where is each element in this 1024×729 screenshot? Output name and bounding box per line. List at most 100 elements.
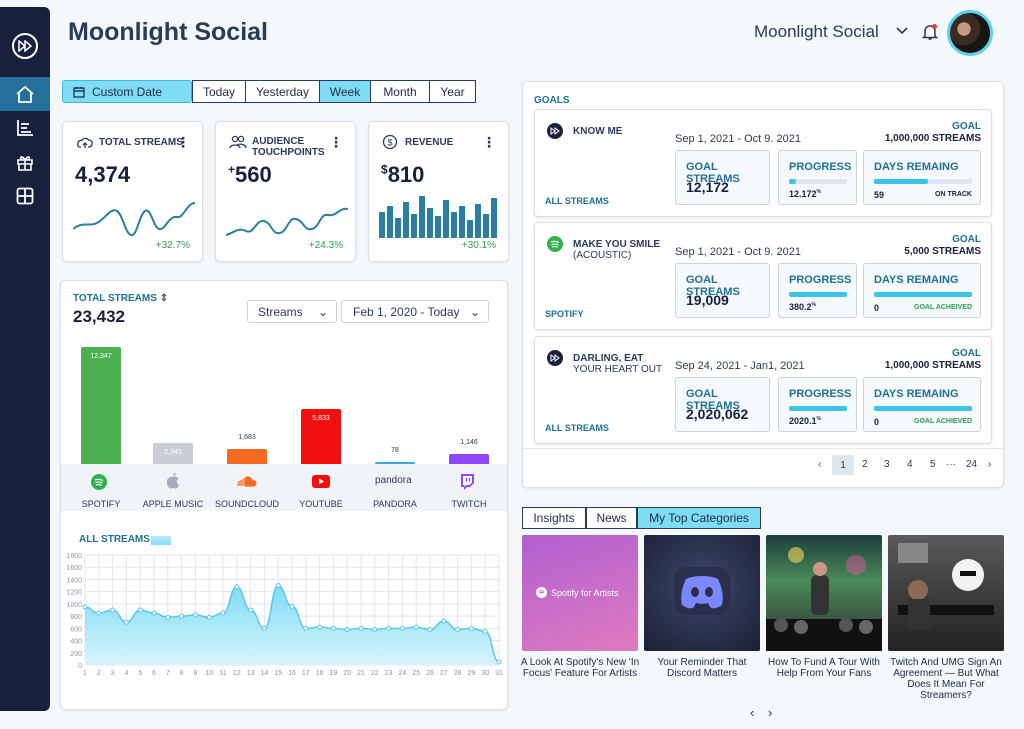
more-icon[interactable]: ⋮ (176, 134, 190, 150)
data-point (496, 659, 502, 665)
bar-value-label: 78 (391, 447, 399, 454)
page-button[interactable]: 3 (884, 459, 890, 470)
data-point (165, 614, 171, 620)
y-tick-label: 1200 (66, 590, 82, 597)
bar-pandora[interactable] (375, 462, 415, 465)
y-tick-label: 1600 (66, 565, 82, 572)
bar-twitch[interactable] (449, 454, 489, 465)
article-thumb-tour[interactable] (766, 535, 882, 651)
data-point (386, 625, 392, 631)
spotify-logo-icon: Spotify for Artists (536, 587, 619, 598)
y-tick-label: 800 (70, 614, 82, 621)
chevron-down-icon: ⌄ (469, 304, 480, 319)
bar-youtube[interactable] (301, 409, 341, 465)
x-tick-label: 11 (219, 670, 226, 677)
carousel-next-icon[interactable]: › (768, 705, 773, 720)
x-tick-label: 21 (357, 670, 365, 677)
tab-insights[interactable]: Insights (522, 507, 586, 529)
stat-card-total-streams: TOTAL STREAMS ⋮ 4,374 +32.7% (62, 121, 203, 262)
tab-news[interactable]: News (586, 507, 637, 529)
y-tick-label: 1400 (66, 577, 82, 584)
platform-name: YOUTUBE (299, 499, 343, 509)
custom-date-button[interactable]: Custom Date (62, 80, 192, 103)
goal-source: ALL STREAMS (545, 196, 609, 206)
sidebar-item-home[interactable] (0, 77, 50, 111)
x-tick-label: 27 (440, 670, 448, 677)
tab-month[interactable]: Month (370, 80, 430, 103)
notification-bell[interactable] (921, 23, 939, 46)
y-tick-label: 1800 (66, 553, 82, 560)
data-point (358, 625, 364, 631)
article-caption[interactable]: Your Reminder That Discord Matters (657, 657, 747, 679)
streams-panel: TOTAL STREAMS ⇕ 23,432 Streams ⌄ Feb 1, 2… (60, 280, 508, 710)
soundcloud-icon (236, 475, 257, 493)
twitch-icon (460, 474, 475, 495)
x-tick-label: 12 (233, 670, 241, 677)
days-remaining-box: DAYS REMAING 59 ON TRACK (863, 150, 981, 205)
progress-box: PROGRESS 380.2% (778, 263, 857, 318)
platform-bar-chart: 12,347 2,345 1,683 5,833 78 1,146 (61, 341, 509, 466)
x-tick-label: 28 (454, 670, 462, 677)
bar-soundcloud[interactable] (227, 448, 267, 465)
page-button[interactable]: 4 (907, 459, 913, 470)
tab-yesterday[interactable]: Yesterday (245, 80, 320, 103)
data-point (317, 624, 323, 630)
tab-year[interactable]: Year (429, 80, 476, 103)
more-icon[interactable]: ⋮ (482, 134, 496, 150)
x-tick-label: 20 (343, 670, 351, 677)
sidebar-item-grid[interactable] (0, 179, 50, 213)
goal-status: GOAL ACHEIVED (914, 304, 972, 311)
dollar-icon: $ (382, 134, 398, 150)
article-thumb-twitch[interactable] (888, 535, 1004, 651)
page-button[interactable]: ··· (946, 459, 956, 470)
area-chart-title: ALL STREAMS (79, 534, 150, 545)
article-caption[interactable]: How To Fund A Tour With Help From Your F… (768, 657, 880, 679)
article-thumb-discord[interactable] (644, 535, 760, 651)
area-fill (85, 585, 499, 665)
days-remaining-box: DAYS REMAING 0 GOAL ACHIEVED (863, 377, 981, 432)
article-caption[interactable]: Twitch And UMG Sign An Agreement — But W… (890, 657, 1002, 701)
goal-card[interactable]: DARLING, EAT YOUR HEART OUT Sep 24, 2021 … (534, 336, 992, 444)
metric-select[interactable]: Streams ⌄ (247, 300, 337, 323)
tab-my-top-categories[interactable]: My Top Categories (637, 507, 761, 529)
goal-card[interactable]: MAKE YOU SMILE (ACOUSTIC) Sep 1, 2021 - O… (534, 222, 992, 330)
data-point (413, 624, 419, 630)
data-point (206, 614, 212, 620)
x-tick-label: 7 (166, 670, 170, 677)
avatar[interactable] (947, 10, 993, 56)
next-page-icon[interactable]: › (988, 459, 992, 470)
chevron-down-icon[interactable] (895, 26, 909, 36)
account-name[interactable]: Moonlight Social (754, 22, 879, 41)
data-point (289, 603, 295, 609)
tab-week[interactable]: Week (319, 80, 371, 103)
app-logo-icon[interactable] (12, 33, 38, 59)
bar-spotify[interactable] (81, 347, 121, 465)
page-button[interactable]: 1 (832, 455, 854, 475)
more-icon[interactable]: ⋮ (329, 134, 343, 150)
carousel-prev-icon[interactable]: ‹ (750, 705, 755, 720)
page-button[interactable]: 5 (930, 459, 936, 470)
date-range-select[interactable]: Feb 1, 2020 - Today ⌄ (341, 300, 489, 323)
progress-box: PROGRESS 12.172% (778, 150, 857, 205)
sidebar-item-rewards[interactable] (0, 145, 50, 179)
stat-change: +30.1% (461, 240, 496, 251)
article-caption[interactable]: A Look At Spotify's New 'In Focus' Featu… (520, 657, 640, 679)
prev-page-icon[interactable]: ‹ (818, 459, 822, 470)
home-icon (16, 85, 34, 103)
bar-value-label: 2,345 (164, 448, 182, 456)
cloud-upload-icon (76, 137, 93, 148)
stat-value: $810 (381, 162, 425, 187)
tab-today[interactable]: Today (192, 80, 246, 103)
discord-icon (674, 567, 730, 615)
goal-card[interactable]: KNOW ME Sep 1, 2021 - Oct 9. 2021 GOAL 1… (534, 109, 992, 217)
article-thumb-spotify[interactable]: Spotify for Artists (522, 535, 638, 651)
data-point (151, 610, 157, 616)
page-button[interactable]: 24 (966, 459, 978, 470)
bar-apple-music[interactable] (153, 442, 193, 465)
page-button[interactable]: 2 (862, 459, 868, 470)
sidebar-item-analytics[interactable] (0, 111, 50, 145)
x-tick-label: 16 (288, 670, 296, 677)
data-point (372, 627, 378, 633)
y-tick-label: 200 (70, 651, 82, 658)
